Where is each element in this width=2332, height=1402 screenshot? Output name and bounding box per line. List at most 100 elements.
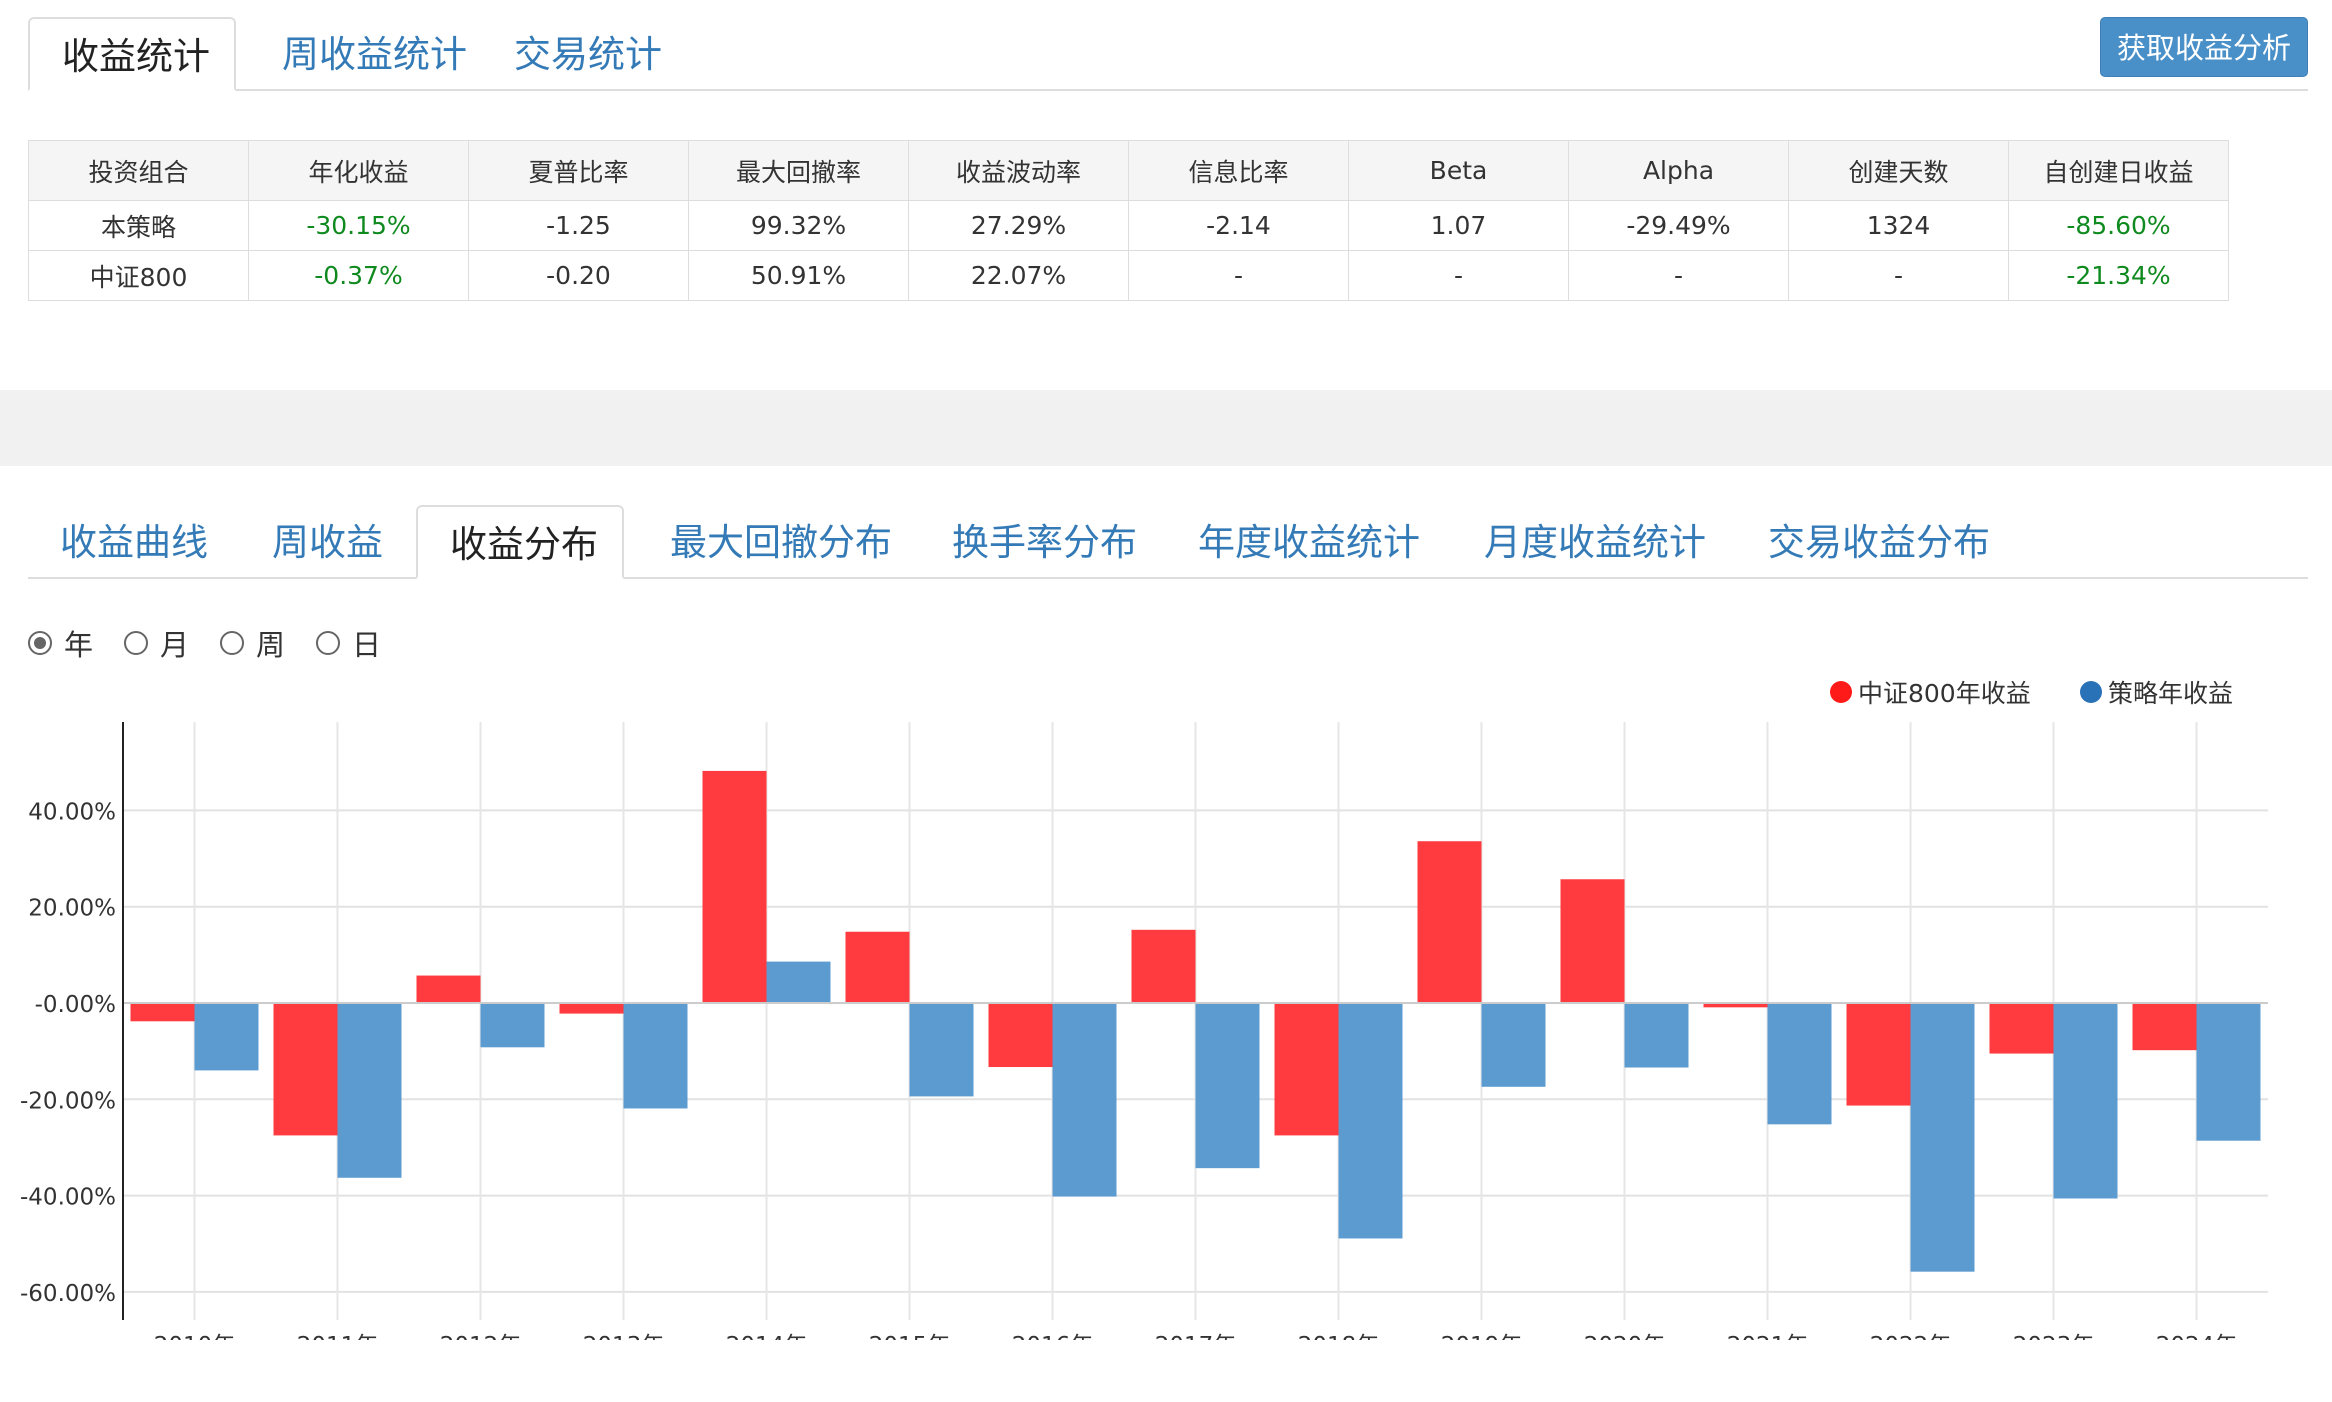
bar-strategy — [1338, 1003, 1403, 1239]
bar-csi800 — [559, 1003, 624, 1014]
y-tick-label: -60.00% — [20, 1281, 116, 1307]
table-cell: 99.32% — [688, 200, 909, 251]
tab-trade-return-distribution[interactable]: 交易收益分布 — [1768, 521, 1990, 564]
radio-label: 月 — [160, 628, 190, 662]
tab-annual-return-stats[interactable]: 年度收益统计 — [1198, 521, 1420, 564]
bar-strategy — [1624, 1003, 1689, 1068]
x-tick-label: 2024年 — [2156, 1333, 2238, 1340]
table-cell: - — [1568, 250, 1789, 301]
legend-item-strategy[interactable]: 策略年收益 — [2080, 674, 2233, 710]
x-tick-label: 2014年 — [726, 1333, 808, 1340]
col-sharpe: 夏普比率 — [468, 140, 689, 201]
x-tick-label: 2017年 — [1155, 1333, 1237, 1340]
x-tick-label: 2022年 — [1870, 1333, 1952, 1340]
bar-strategy — [194, 1003, 259, 1071]
radio-week[interactable]: 周 — [220, 622, 285, 664]
x-tick-label: 2013年 — [583, 1333, 665, 1340]
bar-csi800 — [1703, 1003, 1768, 1008]
y-tick-label: 40.00% — [28, 799, 116, 825]
chart-bars — [130, 770, 2261, 1272]
table-cell: -0.20 — [468, 250, 689, 301]
col-beta: Beta — [1348, 140, 1569, 201]
col-total-return: 自创建日收益 — [2008, 140, 2229, 201]
table-row: 中证800 -0.37% -0.20 50.91% 22.07% - - - -… — [28, 250, 2229, 301]
radio-circle-icon — [124, 631, 148, 655]
legend-label: 策略年收益 — [2108, 679, 2234, 708]
get-analysis-button[interactable]: 获取收益分析 — [2100, 17, 2308, 77]
bar-csi800 — [130, 1003, 195, 1022]
legend-label: 中证800年收益 — [1858, 679, 2031, 708]
table-cell: 1.07 — [1348, 200, 1569, 251]
bar-strategy — [2196, 1003, 2261, 1141]
x-tick-label: 2020年 — [1584, 1333, 1666, 1340]
bar-strategy — [1195, 1003, 1260, 1169]
x-tick-label: 2023年 — [2013, 1333, 2095, 1340]
return-distribution-chart: 40.00% 20.00% -0.00% -20.00% -40.00% -60.00% 2… — [20, 722, 2268, 1340]
table-cell: 27.29% — [908, 200, 1129, 251]
col-days: 创建天数 — [1788, 140, 2009, 201]
tab-max-drawdown-distribution[interactable]: 最大回撤分布 — [670, 521, 892, 564]
col-portfolio: 投资组合 — [28, 140, 249, 201]
tab-return-distribution[interactable]: 收益分布 — [416, 505, 624, 579]
radio-label: 日 — [352, 628, 382, 662]
radio-label: 周 — [256, 628, 286, 662]
table-cell: 本策略 — [28, 200, 249, 251]
table-cell: -29.49% — [1568, 200, 1789, 251]
bar-strategy — [909, 1003, 974, 1097]
legend-item-csi800[interactable]: 中证800年收益 — [1830, 674, 2031, 710]
table-cell: - — [1128, 250, 1349, 301]
col-info-ratio: 信息比率 — [1128, 140, 1349, 201]
bar-strategy — [1910, 1003, 1975, 1272]
bar-strategy — [480, 1003, 545, 1048]
chart-labels: 40.00% 20.00% -0.00% -20.00% -40.00% -60.00% 2… — [20, 799, 2237, 1340]
col-volatility: 收益波动率 — [908, 140, 1129, 201]
table-cell: 50.91% — [688, 250, 909, 301]
table-cell: 1324 — [1788, 200, 2009, 251]
y-tick-label: 20.00% — [28, 896, 116, 922]
radio-circle-icon — [28, 631, 52, 655]
table-header-row: 投资组合 年化收益 夏普比率 最大回撤率 收益波动率 信息比率 Beta Alp… — [28, 140, 2229, 201]
bar-strategy — [2053, 1003, 2118, 1199]
bar-csi800 — [2132, 1003, 2197, 1051]
radio-label: 年 — [64, 628, 94, 662]
bar-csi800 — [1846, 1003, 1911, 1106]
bar-strategy — [1481, 1003, 1546, 1087]
tab-turnover-distribution[interactable]: 换手率分布 — [952, 521, 1137, 564]
table-cell: -0.37% — [248, 250, 469, 301]
col-max-drawdown: 最大回撤率 — [688, 140, 909, 201]
radio-day[interactable]: 日 — [316, 622, 381, 664]
radio-year[interactable]: 年 — [28, 622, 93, 664]
table-cell: -2.14 — [1128, 200, 1349, 251]
tab-weekly-return-stats[interactable]: 周收益统计 — [282, 33, 467, 76]
section-separator — [0, 390, 2332, 466]
y-tick-label: -20.00% — [20, 1088, 116, 1114]
table-row: 本策略 -30.15% -1.25 99.32% 27.29% -2.14 1.… — [28, 200, 2229, 251]
tab-trade-stats[interactable]: 交易统计 — [514, 33, 662, 76]
stats-tabbar: 收益统计 周收益统计 交易统计 — [28, 17, 2308, 91]
y-tick-label: -40.00% — [20, 1185, 116, 1211]
bar-csi800 — [1560, 879, 1625, 1003]
table-cell: -30.15% — [248, 200, 469, 251]
table-cell: - — [1348, 250, 1569, 301]
tab-return-curve[interactable]: 收益曲线 — [60, 521, 208, 564]
chart-axes — [122, 722, 2268, 1320]
col-annual-return: 年化收益 — [248, 140, 469, 201]
tab-weekly-return[interactable]: 周收益 — [272, 521, 383, 564]
radio-month[interactable]: 月 — [124, 622, 189, 664]
col-alpha: Alpha — [1568, 140, 1789, 201]
tab-monthly-return-stats[interactable]: 月度收益统计 — [1484, 521, 1706, 564]
legend-dot-icon — [2080, 681, 2102, 703]
bar-csi800 — [845, 931, 910, 1003]
bar-csi800 — [1131, 929, 1196, 1003]
x-tick-label: 2021年 — [1727, 1333, 1809, 1340]
bar-strategy — [337, 1003, 402, 1178]
bar-csi800 — [702, 770, 767, 1003]
bar-csi800 — [416, 975, 481, 1003]
bar-csi800 — [988, 1003, 1053, 1068]
bar-csi800 — [273, 1003, 338, 1136]
radio-circle-icon — [316, 631, 340, 655]
stats-table: 投资组合 年化收益 夏普比率 最大回撤率 收益波动率 信息比率 Beta Alp… — [28, 140, 2229, 301]
tab-return-stats[interactable]: 收益统计 — [28, 17, 236, 91]
bar-csi800 — [1989, 1003, 2054, 1054]
x-tick-label: 2012年 — [440, 1333, 522, 1340]
